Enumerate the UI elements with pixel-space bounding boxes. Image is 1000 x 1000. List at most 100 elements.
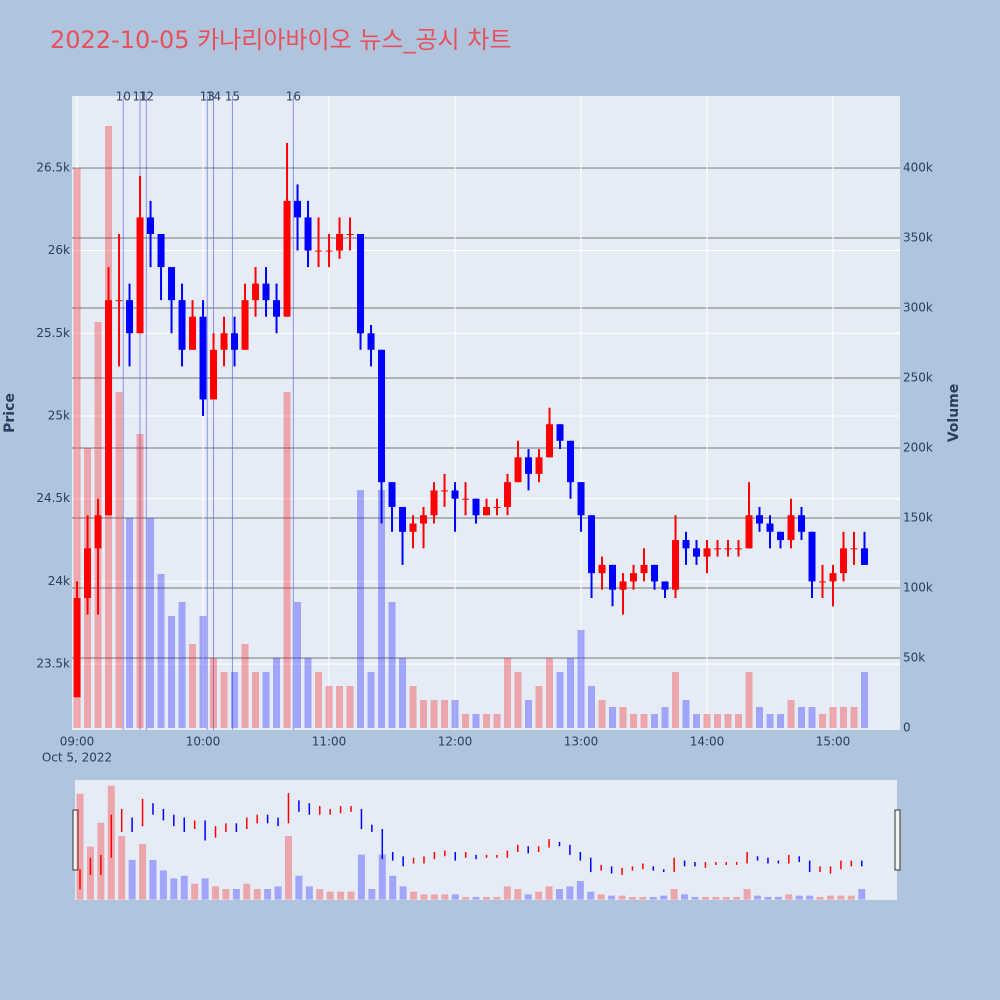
mini-volume-bar <box>410 891 418 900</box>
mini-volume-bar <box>128 859 136 900</box>
chart-title: 2022-10-05 카나리아바이오 뉴스_공시 차트 <box>50 26 511 54</box>
y2-tick-label: 200k <box>903 440 933 454</box>
volume-bar <box>588 685 596 728</box>
volume-bar <box>73 168 81 728</box>
candle-body <box>325 250 333 252</box>
volume-bar <box>336 685 344 728</box>
volume-bar <box>178 601 186 728</box>
candle-body <box>850 548 858 550</box>
mini-volume-bar <box>118 836 126 900</box>
volume-bar <box>703 713 711 728</box>
mini-volume-bar <box>701 896 709 900</box>
mini-volume-bar <box>170 878 178 900</box>
candle-body <box>609 564 617 590</box>
volume-bar <box>714 713 722 728</box>
mini-volume-bar <box>837 895 845 900</box>
volume-bar <box>808 706 816 728</box>
mini-volume-bar <box>545 886 553 900</box>
mini-volume-bar <box>201 878 209 900</box>
y-tick-label: 26k <box>48 243 70 257</box>
y-tick-label: 23.5k <box>36 657 70 671</box>
event-label: 13 <box>200 90 215 104</box>
candle-body <box>441 490 449 492</box>
candle-body <box>136 217 144 334</box>
candle-body <box>798 515 806 532</box>
range-slider[interactable] <box>75 780 897 900</box>
y2-tick-label: 0 <box>903 720 911 734</box>
mini-volume-bar <box>597 894 605 900</box>
candle-body <box>661 581 669 590</box>
mini-volume-bar <box>274 886 282 900</box>
mini-volume-bar <box>483 896 491 900</box>
event-label: 10 <box>116 90 131 104</box>
candle-body <box>672 540 680 590</box>
mini-volume-bar <box>806 895 814 900</box>
candle-body <box>462 498 470 500</box>
candle-body <box>619 581 627 590</box>
candle-body <box>189 316 197 350</box>
mini-volume-bar <box>399 886 407 900</box>
volume-bar <box>493 713 501 728</box>
mini-volume-bar <box>378 854 386 900</box>
candle-body <box>315 250 323 252</box>
mini-volume-bar <box>316 889 324 900</box>
volume-bar <box>850 706 858 728</box>
candle-body <box>682 540 690 549</box>
mini-volume-bar <box>284 836 292 900</box>
volume-bar <box>157 573 165 728</box>
volume-bar <box>682 699 690 728</box>
mini-volume-bar <box>795 895 803 900</box>
candle-body <box>504 482 512 507</box>
mini-volume-bar <box>816 896 824 900</box>
volume-bar <box>514 671 522 728</box>
volume-bar <box>745 671 753 728</box>
volume-bar <box>283 392 291 728</box>
mini-volume-bar <box>774 896 782 900</box>
x-tick-label: 11:00 <box>312 735 347 749</box>
mini-volume-bar <box>618 895 626 900</box>
mini-volume-bar <box>451 894 459 900</box>
volume-bar <box>346 685 354 728</box>
candle-body <box>861 548 869 565</box>
mini-volume-bar <box>264 889 272 900</box>
candle-body <box>378 349 386 483</box>
mini-volume-bar <box>462 896 470 900</box>
candle-body <box>693 548 701 557</box>
candle-body <box>199 316 207 400</box>
candle-body <box>735 548 743 550</box>
candle-body <box>525 457 533 474</box>
x-tick-label: 09:00 <box>60 735 95 749</box>
volume-bar <box>409 685 417 728</box>
mini-volume-bar <box>764 896 772 900</box>
candle-body <box>273 300 281 317</box>
volume-bar <box>378 489 386 728</box>
slider-handle[interactable] <box>72 809 79 871</box>
mini-volume-bar <box>149 859 157 900</box>
volume-bar <box>357 489 365 728</box>
candle-body <box>556 424 564 441</box>
candle-body <box>472 498 480 516</box>
slider-handle[interactable] <box>894 809 901 871</box>
volume-bar <box>367 671 375 728</box>
mini-volume-bar <box>858 889 866 900</box>
volume-bar <box>388 601 396 728</box>
mini-volume-bar <box>566 886 574 900</box>
y2-tick-label: 250k <box>903 371 933 385</box>
mini-volume-bar <box>76 793 84 900</box>
mini-volume-bar <box>576 881 584 900</box>
y-tick-label: 24k <box>48 574 70 588</box>
volume-bar <box>483 713 491 728</box>
mini-volume-bar <box>639 896 647 900</box>
mini-volume-bar <box>389 875 397 900</box>
candle-body <box>598 564 606 574</box>
candle-body <box>105 300 113 516</box>
volume-bar <box>829 706 837 728</box>
mini-volume-bar <box>555 889 563 900</box>
volume-bar <box>210 657 218 728</box>
candle-body <box>808 531 816 582</box>
mini-volume-bar <box>826 895 834 900</box>
volume-bar <box>430 699 438 728</box>
x-tick-label: 14:00 <box>690 735 725 749</box>
mini-volume-bar <box>347 891 355 900</box>
mini-volume-bar <box>608 895 616 900</box>
